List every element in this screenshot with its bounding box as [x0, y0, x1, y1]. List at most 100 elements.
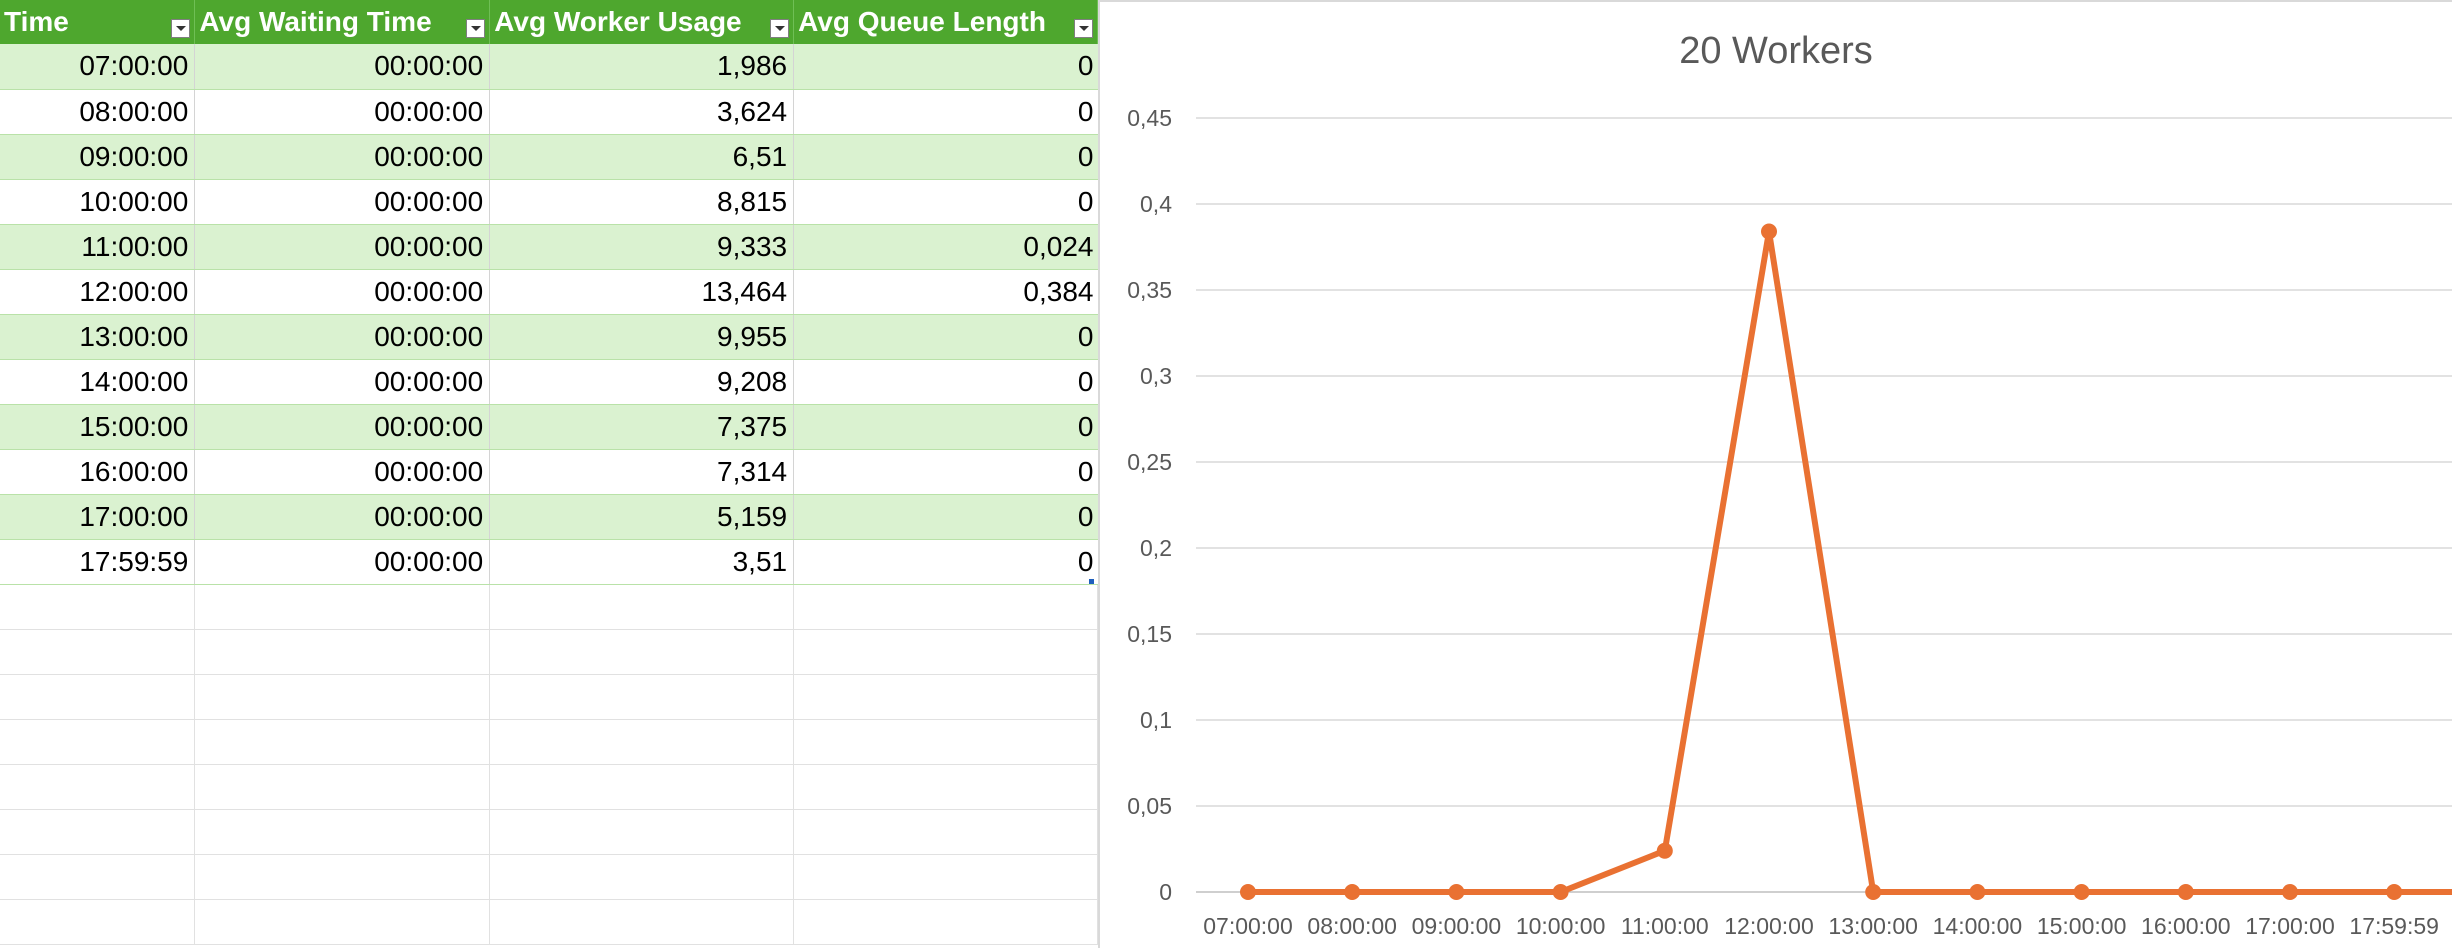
cell-avg-worker-usage[interactable]: 7,314 [489, 449, 795, 495]
empty-cell[interactable] [194, 854, 491, 900]
cell-avg-queue-length[interactable]: 0 [793, 89, 1098, 135]
empty-cell[interactable] [489, 764, 795, 810]
cell-avg-worker-usage[interactable]: 8,815 [489, 179, 795, 225]
empty-cell[interactable] [793, 809, 1098, 855]
cell-avg-queue-length[interactable]: 0 [793, 494, 1098, 540]
cell-avg-worker-usage[interactable]: 5,159 [489, 494, 795, 540]
data-point[interactable] [2073, 884, 2090, 900]
cell-avg-waiting-time[interactable]: 00:00:00 [194, 539, 491, 585]
cell-avg-waiting-time[interactable]: 00:00:00 [194, 449, 491, 495]
empty-cell[interactable] [194, 764, 491, 810]
cell-avg-waiting-time[interactable]: 00:00:00 [194, 269, 491, 315]
data-point[interactable] [1552, 884, 1569, 900]
empty-cell[interactable] [793, 584, 1098, 630]
data-point[interactable] [1969, 884, 1986, 900]
empty-cell[interactable] [793, 899, 1098, 945]
cell-avg-waiting-time[interactable]: 00:00:00 [194, 179, 491, 225]
empty-cell[interactable] [0, 764, 196, 810]
empty-cell[interactable] [194, 584, 491, 630]
empty-cell[interactable] [489, 584, 795, 630]
empty-cell[interactable] [0, 899, 196, 945]
data-point[interactable] [2282, 884, 2298, 900]
cell-avg-waiting-time[interactable]: 00:00:00 [194, 44, 491, 90]
header-avg-worker-usage[interactable]: Avg Worker Usage [489, 0, 795, 44]
cell-avg-queue-length[interactable]: 0 [793, 359, 1098, 405]
empty-cell[interactable] [793, 719, 1098, 765]
data-point[interactable] [2386, 884, 2403, 900]
cell-avg-queue-length[interactable]: 0 [793, 539, 1098, 585]
cell-time[interactable]: 10:00:00 [0, 179, 196, 225]
series-line[interactable] [1248, 228, 2452, 895]
cell-avg-queue-length[interactable]: 0 [793, 314, 1098, 360]
empty-cell[interactable] [489, 899, 795, 945]
cell-time[interactable]: 17:00:00 [0, 494, 196, 540]
filter-dropdown-icon[interactable] [1074, 19, 1093, 38]
cell-time[interactable]: 13:00:00 [0, 314, 196, 360]
filter-dropdown-icon[interactable] [770, 19, 790, 38]
empty-cell[interactable] [0, 809, 196, 855]
cell-time[interactable]: 16:00:00 [0, 449, 196, 495]
cell-avg-worker-usage[interactable]: 3,51 [489, 539, 795, 585]
chart[interactable]: 20 Workers 0 0,05 0,1 0,15 0,2 0,25 0,3 0,35 0,4… [1098, 0, 2452, 948]
empty-cell[interactable] [489, 854, 795, 900]
cell-avg-worker-usage[interactable]: 13,464 [489, 269, 795, 315]
empty-cell[interactable] [489, 629, 795, 675]
cell-time[interactable]: 12:00:00 [0, 269, 196, 315]
header-time[interactable]: Time [0, 0, 196, 44]
empty-cell[interactable] [489, 719, 795, 765]
cell-time[interactable]: 15:00:00 [0, 404, 196, 450]
cell-avg-waiting-time[interactable]: 00:00:00 [194, 359, 491, 405]
empty-cell[interactable] [194, 629, 491, 675]
cell-time[interactable]: 17:59:59 [0, 539, 196, 585]
cell-avg-waiting-time[interactable]: 00:00:00 [194, 404, 491, 450]
empty-cell[interactable] [0, 719, 196, 765]
data-point[interactable] [1448, 884, 1465, 900]
cell-avg-waiting-time[interactable]: 00:00:00 [194, 134, 491, 180]
header-avg-waiting-time[interactable]: Avg Waiting Time [194, 0, 491, 44]
cell-avg-worker-usage[interactable]: 3,624 [489, 89, 795, 135]
data-point[interactable] [1761, 223, 1777, 240]
cell-avg-worker-usage[interactable]: 6,51 [489, 134, 795, 180]
data-point[interactable] [1344, 884, 1361, 900]
cell-avg-queue-length[interactable]: 0 [793, 44, 1098, 90]
data-point[interactable] [1240, 884, 1256, 900]
cell-time[interactable]: 09:00:00 [0, 134, 196, 180]
cell-time[interactable]: 14:00:00 [0, 359, 196, 405]
filter-dropdown-icon[interactable] [171, 19, 191, 38]
empty-cell[interactable] [489, 809, 795, 855]
cell-avg-waiting-time[interactable]: 00:00:00 [194, 494, 491, 540]
cell-time[interactable]: 11:00:00 [0, 224, 196, 270]
empty-cell[interactable] [793, 674, 1098, 720]
filter-dropdown-icon[interactable] [466, 19, 486, 38]
cell-avg-queue-length[interactable]: 0 [793, 134, 1098, 180]
cell-avg-waiting-time[interactable]: 00:00:00 [194, 89, 491, 135]
cell-avg-worker-usage[interactable]: 9,333 [489, 224, 795, 270]
empty-cell[interactable] [194, 674, 491, 720]
empty-cell[interactable] [793, 764, 1098, 810]
cell-time[interactable]: 08:00:00 [0, 89, 196, 135]
data-point[interactable] [1656, 842, 1673, 859]
empty-cell[interactable] [0, 854, 196, 900]
cell-avg-queue-length[interactable]: 0,024 [793, 224, 1098, 270]
cell-avg-waiting-time[interactable]: 00:00:00 [194, 224, 491, 270]
data-point[interactable] [2177, 884, 2194, 900]
cell-avg-queue-length[interactable]: 0 [793, 179, 1098, 225]
empty-cell[interactable] [194, 899, 491, 945]
empty-cell[interactable] [793, 854, 1098, 900]
selection-fill-handle[interactable] [1089, 579, 1094, 584]
cell-avg-worker-usage[interactable]: 7,375 [489, 404, 795, 450]
empty-cell[interactable] [0, 584, 196, 630]
cell-time[interactable]: 07:00:00 [0, 44, 196, 90]
empty-cell[interactable] [793, 629, 1098, 675]
empty-cell[interactable] [0, 674, 196, 720]
empty-cell[interactable] [194, 809, 491, 855]
empty-cell[interactable] [0, 629, 196, 675]
header-avg-queue-length[interactable]: Avg Queue Length [793, 0, 1098, 44]
empty-cell[interactable] [489, 674, 795, 720]
cell-avg-queue-length[interactable]: 0 [793, 449, 1098, 495]
cell-avg-worker-usage[interactable]: 1,986 [489, 44, 795, 90]
cell-avg-worker-usage[interactable]: 9,955 [489, 314, 795, 360]
empty-cell[interactable] [194, 719, 491, 765]
cell-avg-queue-length[interactable]: 0,384 [793, 269, 1098, 315]
cell-avg-waiting-time[interactable]: 00:00:00 [194, 314, 491, 360]
